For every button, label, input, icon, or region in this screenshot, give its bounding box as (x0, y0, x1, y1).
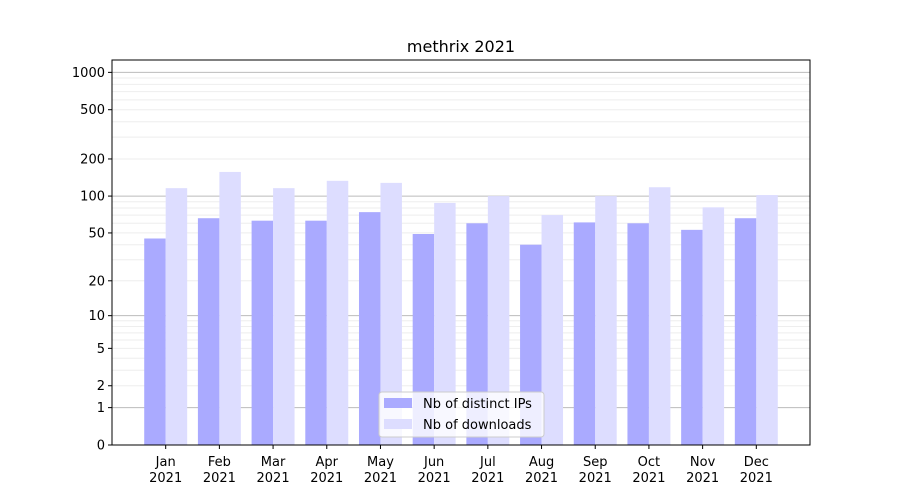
x-axis: Jan2021Feb2021Mar2021Apr2021May2021Jun20… (149, 445, 773, 486)
bar-distinct-ips (358, 212, 381, 445)
bar-distinct-ips (627, 223, 649, 445)
legend-label: Nb of distinct IPs (423, 397, 532, 412)
legend-box (378, 391, 545, 438)
bar-distinct-ips (466, 223, 488, 445)
x-tick-label: Dec (744, 455, 769, 470)
x-tick-label: Sep (583, 455, 608, 470)
y-tick-label: 1 (97, 401, 105, 416)
x-tick-label: Jun (423, 455, 444, 470)
x-tick-label: 2021 (149, 471, 182, 486)
x-tick-label: 2021 (686, 471, 719, 486)
y-tick-label: 20 (88, 274, 105, 289)
bar-distinct-ips (144, 238, 166, 445)
bar-downloads (326, 180, 349, 445)
bar-downloads (595, 196, 617, 445)
bar-distinct-ips (197, 218, 220, 445)
y-tick-label: 2 (97, 379, 105, 394)
x-tick-label: May (367, 455, 394, 470)
x-tick-label: 2021 (418, 471, 451, 486)
bar-downloads (702, 207, 725, 445)
bar-distinct-ips (305, 220, 327, 445)
x-tick-label: 2021 (310, 471, 343, 486)
bar-downloads (541, 215, 564, 445)
bar-downloads (219, 171, 241, 445)
x-tick-label: 2021 (471, 471, 504, 486)
bar-downloads (273, 188, 295, 445)
bar-distinct-ips (251, 220, 274, 445)
legend-swatch (384, 419, 412, 429)
bar-distinct-ips (734, 218, 757, 445)
y-tick-label: 200 (80, 152, 105, 167)
chart-title: methrix 2021 (407, 37, 515, 56)
y-tick-label: 5 (97, 342, 105, 357)
x-tick-label: 2021 (579, 471, 612, 486)
x-tick-label: Aug (529, 455, 554, 470)
bar-distinct-ips (573, 222, 596, 445)
legend-swatch (384, 398, 412, 408)
legend-label: Nb of downloads (423, 418, 532, 433)
x-tick-label: 2021 (364, 471, 397, 486)
bar-downloads (487, 196, 510, 445)
bar-downloads (648, 187, 671, 445)
x-tick-label: Jan (155, 455, 176, 470)
y-tick-label: 1000 (72, 66, 105, 81)
x-tick-label: 2021 (203, 471, 236, 486)
y-tick-label: 100 (80, 190, 105, 205)
x-tick-label: 2021 (632, 471, 665, 486)
x-tick-label: Mar (261, 455, 286, 470)
x-tick-label: Jul (479, 455, 496, 470)
bar-downloads (165, 188, 188, 445)
y-tick-label: 10 (88, 309, 105, 324)
legend: Nb of distinct IPs Nb of downloads (378, 391, 545, 438)
bar-downloads (434, 202, 456, 445)
x-tick-label: Apr (316, 455, 339, 470)
x-tick-label: 2021 (525, 471, 558, 486)
y-tick-label: 50 (88, 226, 105, 241)
x-tick-label: 2021 (740, 471, 773, 486)
y-tick-label: 500 (80, 103, 105, 118)
x-tick-label: 2021 (257, 471, 290, 486)
bar-downloads (380, 182, 402, 445)
x-tick-label: Nov (690, 455, 716, 470)
x-tick-label: Oct (638, 455, 660, 470)
y-tick-label: 0 (97, 439, 105, 454)
axes-frame (111, 59, 811, 446)
bar-downloads (756, 195, 778, 445)
bar-distinct-ips (681, 229, 703, 445)
x-tick-label: Feb (208, 455, 231, 470)
y-axis: 0 1 2 5 10 20 50 100 200 500 1000 (72, 66, 112, 454)
